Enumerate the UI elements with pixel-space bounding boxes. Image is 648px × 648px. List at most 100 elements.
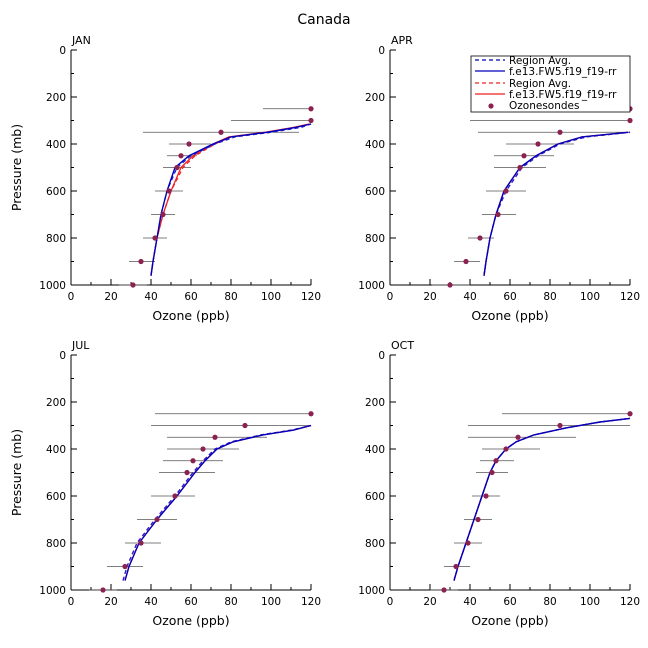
x-tick-label: 40	[463, 291, 476, 303]
ozonesonde-point	[138, 258, 144, 265]
ozonesonde-point	[465, 540, 471, 546]
ozonesonde-point	[477, 235, 483, 241]
ozonesonde-point	[489, 469, 495, 476]
x-tick-label: 120	[620, 596, 640, 608]
x-axis-title: Ozone (ppb)	[471, 308, 548, 323]
series-line-1	[122, 424, 312, 581]
ozonesonde-point	[521, 153, 527, 159]
legend-label: f.e13.FW5.f19_f19-rr	[509, 89, 617, 101]
ozonesonde-point	[152, 235, 158, 241]
ozonesonde-point	[190, 458, 196, 464]
ozonesonde-point	[100, 587, 106, 593]
x-tick-label: 100	[580, 596, 600, 608]
ozonesonde-point	[166, 188, 172, 194]
y-tick-label: 600	[46, 186, 66, 198]
x-tick-label: 60	[184, 596, 197, 608]
y-tick-label: 0	[378, 350, 385, 362]
y-tick-label: 1000	[39, 585, 66, 597]
x-tick-label: 60	[184, 291, 197, 303]
panel-title: JAN	[71, 34, 91, 47]
ozonesonde-point	[503, 446, 509, 452]
y-tick-label: 600	[365, 491, 385, 503]
x-tick-label: 0	[387, 596, 394, 608]
series-line-3	[150, 123, 312, 276]
x-tick-label: 40	[144, 291, 157, 303]
x-tick-label: 120	[620, 291, 640, 303]
legend-marker	[488, 103, 494, 109]
x-axis-title: Ozone (ppb)	[152, 613, 229, 628]
y-tick-label: 600	[365, 186, 385, 198]
ozonesonde-point	[503, 188, 509, 194]
ozonesonde-point	[154, 516, 160, 523]
legend-label: Ozonesondes	[509, 100, 579, 112]
ozonesonde-point	[495, 211, 501, 218]
ozonesonde-point	[242, 422, 248, 429]
ozonesonde-point	[453, 563, 459, 570]
series-line-1	[150, 123, 312, 276]
x-tick-label: 120	[301, 596, 321, 608]
ozonesonde-point	[447, 282, 453, 288]
y-tick-label: 1000	[358, 585, 385, 597]
figure-title: Canada	[297, 12, 350, 28]
ozonesonde-point	[463, 258, 469, 265]
y-tick-label: 600	[46, 491, 66, 503]
ozonesonde-point	[515, 434, 521, 440]
ozonesonde-point	[483, 493, 489, 499]
ozonesonde-point	[517, 164, 523, 171]
x-tick-label: 60	[503, 291, 516, 303]
x-tick-label: 40	[144, 596, 157, 608]
x-tick-label: 60	[503, 596, 516, 608]
ozonesonde-point	[308, 411, 314, 417]
y-tick-label: 1000	[39, 280, 66, 292]
y-tick-label: 200	[46, 92, 66, 104]
ozonesonde-point	[212, 434, 218, 440]
x-tick-label: 0	[68, 596, 75, 608]
x-tick-label: 100	[580, 291, 600, 303]
x-tick-label: 20	[104, 291, 117, 303]
ozonesonde-point	[441, 587, 447, 593]
x-tick-label: 0	[68, 291, 75, 303]
x-tick-label: 80	[224, 291, 237, 303]
ozonesonde-point	[218, 129, 224, 135]
x-tick-label: 0	[387, 291, 394, 303]
series-line-2	[453, 417, 631, 581]
series-line-3	[483, 131, 631, 276]
x-tick-label: 120	[301, 291, 321, 303]
y-axis-title: Pressure (mb)	[9, 429, 24, 516]
series-line-4	[483, 131, 629, 276]
ozonesonde-point	[160, 211, 166, 218]
panel-title: JUL	[71, 339, 90, 352]
ozonesonde-point	[475, 516, 481, 523]
ozonesonde-point	[557, 129, 563, 135]
ozonesonde-point	[535, 141, 541, 147]
y-tick-label: 800	[365, 233, 385, 245]
legend-label: Region Avg.	[509, 78, 571, 90]
ozonesonde-point	[627, 411, 633, 417]
ozonesonde-point	[557, 422, 563, 429]
series-line-4	[150, 123, 310, 276]
y-axis-title: Pressure (mb)	[9, 124, 24, 211]
series-line-2	[483, 131, 629, 276]
y-tick-label: 400	[46, 139, 66, 151]
x-axis-title: Ozone (ppb)	[152, 308, 229, 323]
y-tick-label: 200	[365, 397, 385, 409]
y-tick-label: 800	[46, 538, 66, 550]
x-tick-label: 80	[543, 291, 556, 303]
series-line-1	[483, 131, 631, 276]
ozonesonde-point	[172, 493, 178, 499]
y-tick-label: 200	[365, 92, 385, 104]
ozonesonde-point	[174, 164, 180, 171]
panel-title: APR	[391, 34, 413, 47]
x-tick-label: 20	[423, 596, 436, 608]
ozonesonde-point	[627, 117, 633, 124]
panel-title: OCT	[391, 339, 414, 352]
y-tick-label: 400	[46, 444, 66, 456]
y-tick-label: 0	[378, 45, 385, 57]
x-tick-label: 20	[423, 291, 436, 303]
